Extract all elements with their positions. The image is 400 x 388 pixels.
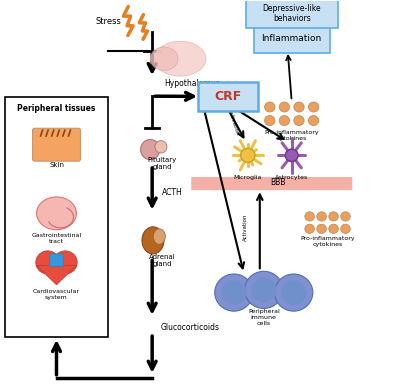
Circle shape	[264, 102, 275, 112]
Text: Peripheral tissues: Peripheral tissues	[17, 104, 96, 113]
Circle shape	[36, 251, 60, 274]
Circle shape	[341, 224, 350, 234]
Circle shape	[341, 212, 350, 221]
Text: Gastrointestinal
tract: Gastrointestinal tract	[32, 233, 82, 244]
Circle shape	[241, 148, 255, 162]
Ellipse shape	[141, 140, 160, 159]
Text: Microglia: Microglia	[234, 175, 262, 180]
Circle shape	[317, 224, 326, 234]
Text: Peripheral
immune
cells: Peripheral immune cells	[248, 309, 280, 326]
Ellipse shape	[154, 41, 206, 76]
Circle shape	[317, 212, 326, 221]
Text: ACTH: ACTH	[162, 187, 183, 197]
Circle shape	[274, 274, 313, 311]
FancyBboxPatch shape	[254, 24, 330, 53]
Text: Cardiovascular
system: Cardiovascular system	[33, 289, 80, 300]
FancyBboxPatch shape	[246, 0, 338, 28]
Circle shape	[245, 271, 283, 308]
Circle shape	[279, 102, 290, 112]
Circle shape	[294, 102, 304, 112]
Text: Pro-inflammatory
cytokines: Pro-inflammatory cytokines	[300, 236, 355, 246]
Circle shape	[215, 274, 253, 311]
Text: CRF: CRF	[214, 90, 242, 103]
Polygon shape	[36, 265, 76, 285]
Circle shape	[264, 116, 275, 126]
Ellipse shape	[153, 229, 165, 244]
Ellipse shape	[150, 47, 178, 70]
Text: Activation: Activation	[243, 213, 248, 241]
Circle shape	[329, 224, 338, 234]
Circle shape	[221, 280, 247, 305]
Text: Activation: Activation	[227, 109, 240, 136]
Circle shape	[305, 224, 314, 234]
Text: Pro-inflammatory
cytokines: Pro-inflammatory cytokines	[264, 130, 319, 140]
Text: BBB: BBB	[270, 178, 286, 187]
Circle shape	[329, 212, 338, 221]
Circle shape	[294, 116, 304, 126]
Circle shape	[308, 102, 319, 112]
FancyBboxPatch shape	[32, 128, 80, 161]
Circle shape	[251, 277, 276, 302]
Ellipse shape	[142, 227, 164, 254]
Circle shape	[53, 251, 77, 274]
Text: Depressive-like
behaviors: Depressive-like behaviors	[262, 3, 321, 23]
Circle shape	[305, 212, 314, 221]
FancyBboxPatch shape	[191, 177, 352, 190]
Text: Skin: Skin	[49, 162, 64, 168]
Text: Inflammation: Inflammation	[262, 34, 322, 43]
Circle shape	[281, 280, 306, 305]
FancyBboxPatch shape	[198, 82, 258, 111]
Ellipse shape	[36, 197, 76, 230]
Text: Astrocytes: Astrocytes	[275, 175, 308, 180]
FancyBboxPatch shape	[5, 97, 108, 337]
FancyBboxPatch shape	[50, 254, 63, 266]
Circle shape	[308, 116, 319, 126]
Ellipse shape	[155, 140, 167, 153]
Text: Hypothalamus: Hypothalamus	[164, 79, 220, 88]
Circle shape	[279, 116, 290, 126]
Text: Glucocorticoids: Glucocorticoids	[160, 323, 219, 332]
Text: Pituitary
gland: Pituitary gland	[148, 158, 177, 170]
Text: Stress: Stress	[95, 17, 121, 26]
Circle shape	[285, 149, 298, 161]
Text: Adrenal
gland: Adrenal gland	[149, 254, 176, 267]
